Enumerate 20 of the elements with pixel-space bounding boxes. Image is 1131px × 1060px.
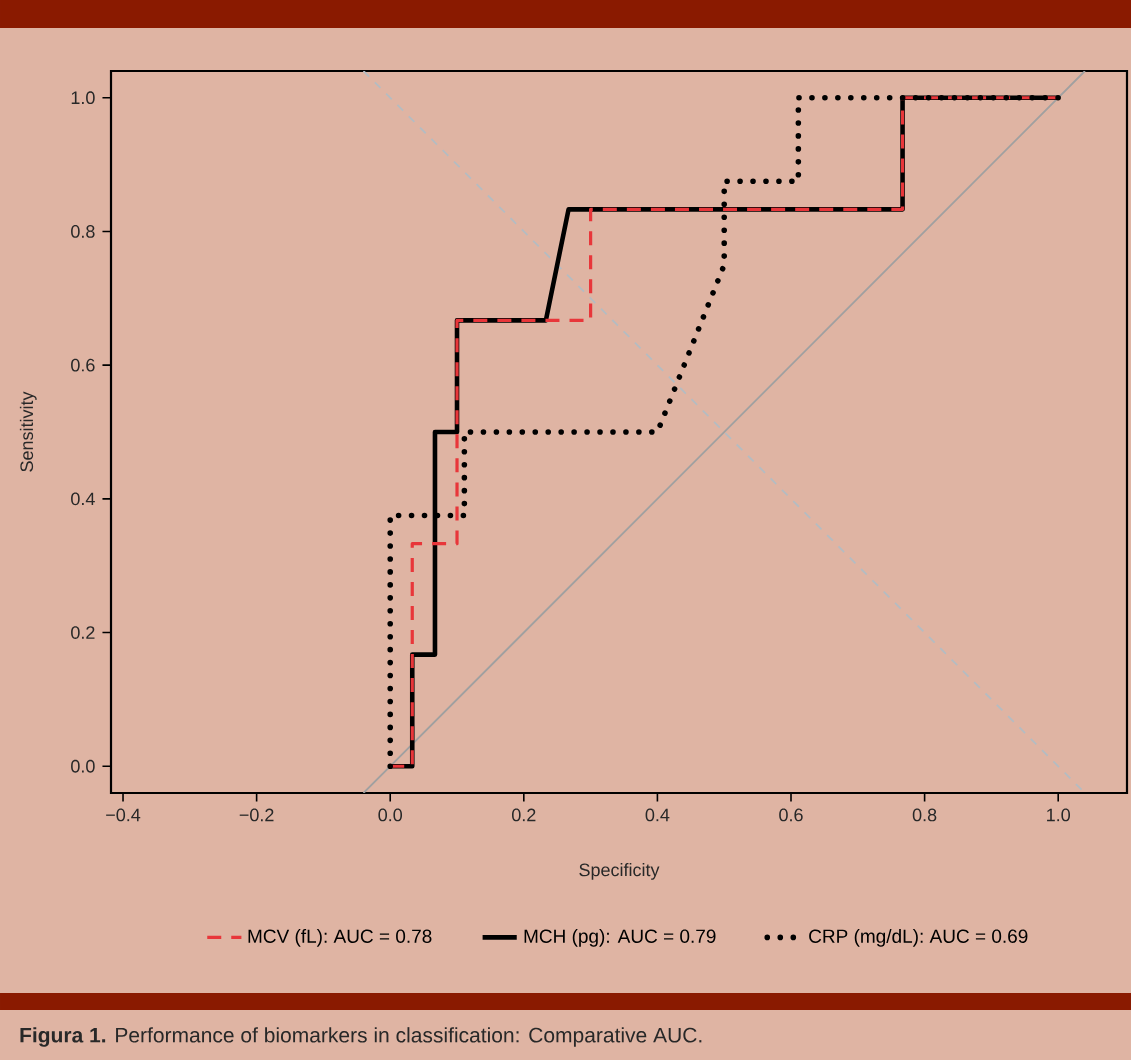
x-tick-label: 0.0 (378, 808, 403, 822)
legend-label: CRP (mg/dL): AUC = 0.69 (809, 929, 1028, 947)
text: Figura 1. Performance of biomarkers in classification: Comparative AUC. (20, 1027, 702, 1047)
x-tick-label: −0.4 (106, 808, 141, 822)
y-tick-label: 0.8 (71, 225, 95, 238)
x-tick-label: −0.2 (239, 808, 274, 822)
x-tick-label: 0.6 (779, 808, 803, 822)
y-tick-label: 1.0 (71, 91, 95, 105)
y-tick-label: 0.2 (71, 626, 95, 639)
x-tick-label: 0.2 (511, 808, 536, 822)
legend-label: MCV (fL): AUC = 0.78 (248, 929, 432, 947)
x-tick-label: 1.0 (1047, 808, 1071, 822)
y-tick-label: 0.6 (71, 358, 95, 372)
legend-label: MCH (pg): AUC = 0.79 (524, 929, 716, 947)
x-tick-label: 0.8 (912, 808, 937, 822)
x-axis-title: Specificity (579, 863, 660, 880)
x-tick-label: 0.4 (645, 808, 670, 822)
y-axis-title: Sensitivity (19, 391, 37, 472)
y-tick-label: 0.0 (71, 759, 95, 773)
y-tick-label: 0.4 (71, 492, 95, 506)
